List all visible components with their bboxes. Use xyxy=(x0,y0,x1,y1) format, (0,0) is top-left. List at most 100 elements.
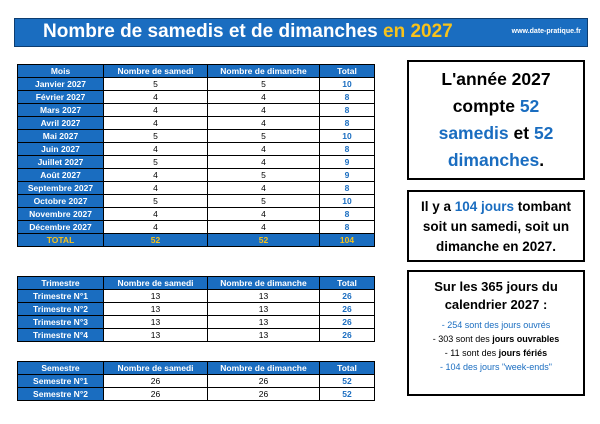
table-row: Janvier 2027 5 5 10 xyxy=(17,77,375,91)
sunday-count: 13 xyxy=(207,289,320,303)
site-url[interactable]: www.date-pratique.fr xyxy=(511,28,581,35)
and-word: et xyxy=(508,123,534,143)
sunday-count: 13 xyxy=(207,315,320,329)
calendar-summary-box: Sur les 365 jours du calendrier 2027 : -… xyxy=(407,270,585,396)
month-label: Mai 2027 xyxy=(17,129,104,143)
month-label: Novembre 2027 xyxy=(17,207,104,221)
quarter-label: Trimestre N°1 xyxy=(17,289,104,303)
table-header-row: Mois Nombre de samedi Nombre de dimanche… xyxy=(17,64,375,78)
weekend-days-count: 104 jours xyxy=(454,199,515,214)
total-count: 10 xyxy=(319,194,375,208)
weekend-days-text: Il y a 104 jours tombant soit un samedi,… xyxy=(409,192,583,257)
weekend-days-line2: soit un samedi, soit un xyxy=(422,219,570,234)
page-title-year: en 2027 xyxy=(383,21,453,42)
sunday-count-highlight: 52 xyxy=(533,123,554,143)
saturday-count: 26 xyxy=(103,374,208,388)
table-row: Mai 2027 5 5 10 xyxy=(17,129,375,143)
header-sundays: Nombre de dimanche xyxy=(207,276,320,290)
table-row: Février 2027 4 4 8 xyxy=(17,90,375,104)
month-label: Septembre 2027 xyxy=(17,181,104,195)
month-label: Juillet 2027 xyxy=(17,155,104,169)
saturday-count-highlight: 52 xyxy=(519,96,540,116)
sunday-count: 4 xyxy=(207,142,320,156)
year-summary-line4: dimanches. xyxy=(409,147,583,174)
saturdays-word: samedis xyxy=(438,123,509,143)
saturday-count: 26 xyxy=(103,387,208,401)
total-count: 9 xyxy=(319,168,375,182)
table-row: Semestre N°1 26 26 52 xyxy=(17,374,375,388)
total-row: TOTAL 52 52 104 xyxy=(17,233,375,247)
calendar-summary-heading-line2: calendrier 2027 : xyxy=(444,297,548,312)
saturday-count: 4 xyxy=(103,207,208,221)
total-count: 10 xyxy=(319,129,375,143)
table-row: Trimestre N°4 13 13 26 xyxy=(17,328,375,342)
semester-label: Semestre N°2 xyxy=(17,387,104,401)
month-label: Août 2027 xyxy=(17,168,104,182)
header-month: Mois xyxy=(17,64,104,78)
saturday-count: 4 xyxy=(103,220,208,234)
total-count: 9 xyxy=(319,155,375,169)
page-title: Nombre de samedis et de dimanches en 202… xyxy=(43,21,453,43)
period: . xyxy=(539,150,545,170)
saturday-count: 4 xyxy=(103,103,208,117)
header-total: Total xyxy=(319,64,375,78)
year-summary-text-compte: compte xyxy=(452,96,520,116)
table-header-row: Semestre Nombre de samedi Nombre de dima… xyxy=(17,361,375,375)
semester-label: Semestre N°1 xyxy=(17,374,104,388)
month-label: Avril 2027 xyxy=(17,116,104,130)
calendar-summary-list: - 254 sont des jours ouvrés - 303 sont d… xyxy=(409,314,583,374)
header-total: Total xyxy=(319,361,375,375)
saturday-count: 5 xyxy=(103,194,208,208)
months-table: Mois Nombre de samedi Nombre de dimanche… xyxy=(17,64,375,247)
total-count: 8 xyxy=(319,207,375,221)
holidays-prefix: - 11 sont des xyxy=(444,348,499,358)
weekend-days-line3: dimanche en 2027. xyxy=(435,239,557,254)
table-row: Décembre 2027 4 4 8 xyxy=(17,220,375,234)
total-all: 104 xyxy=(319,233,375,247)
saturday-count: 4 xyxy=(103,116,208,130)
sunday-count: 13 xyxy=(207,302,320,316)
header-sundays: Nombre de dimanche xyxy=(207,361,320,375)
table-row: Novembre 2027 4 4 8 xyxy=(17,207,375,221)
month-label: Décembre 2027 xyxy=(17,220,104,234)
table-row: Mars 2027 4 4 8 xyxy=(17,103,375,117)
sunday-count: 5 xyxy=(207,129,320,143)
header-sundays: Nombre de dimanche xyxy=(207,64,320,78)
sunday-count: 5 xyxy=(207,168,320,182)
table-header-row: Trimestre Nombre de samedi Nombre de dim… xyxy=(17,276,375,290)
total-count: 52 xyxy=(319,374,375,388)
total-count: 52 xyxy=(319,387,375,401)
total-count: 26 xyxy=(319,289,375,303)
table-row: Septembre 2027 4 4 8 xyxy=(17,181,375,195)
year-summary-box: L'année 2027 compte 52 samedis et 52 dim… xyxy=(407,60,585,180)
saturday-count: 13 xyxy=(103,289,208,303)
sunday-count: 4 xyxy=(207,90,320,104)
quarter-label: Trimestre N°2 xyxy=(17,302,104,316)
title-banner: Nombre de samedis et de dimanches en 202… xyxy=(14,18,588,47)
year-summary-line1: L'année 2027 xyxy=(441,69,551,89)
total-count: 8 xyxy=(319,142,375,156)
sunday-count: 5 xyxy=(207,194,320,208)
total-count: 8 xyxy=(319,103,375,117)
workable-days-term: jours ouvrables xyxy=(492,334,560,344)
semesters-table: Semestre Nombre de samedi Nombre de dima… xyxy=(17,361,375,401)
sunday-count: 26 xyxy=(207,374,320,388)
saturday-count: 5 xyxy=(103,129,208,143)
sunday-count: 4 xyxy=(207,207,320,221)
weekend-days-prefix: Il y a xyxy=(420,199,455,214)
total-count: 8 xyxy=(319,220,375,234)
sunday-count: 5 xyxy=(207,77,320,91)
year-summary-line3: samedis et 52 xyxy=(409,120,583,147)
sunday-count: 26 xyxy=(207,387,320,401)
year-summary-line2: compte 52 xyxy=(409,93,583,120)
saturday-count: 13 xyxy=(103,302,208,316)
month-label: Mars 2027 xyxy=(17,103,104,117)
weekend-days-suffix: tombant xyxy=(514,199,572,214)
total-count: 26 xyxy=(319,302,375,316)
holidays-line: - 11 sont des jours fériés xyxy=(409,346,583,360)
total-saturdays: 52 xyxy=(103,233,208,247)
sundays-word: dimanches xyxy=(447,150,540,170)
table-row: Trimestre N°3 13 13 26 xyxy=(17,315,375,329)
total-count: 8 xyxy=(319,116,375,130)
table-row: Octobre 2027 5 5 10 xyxy=(17,194,375,208)
